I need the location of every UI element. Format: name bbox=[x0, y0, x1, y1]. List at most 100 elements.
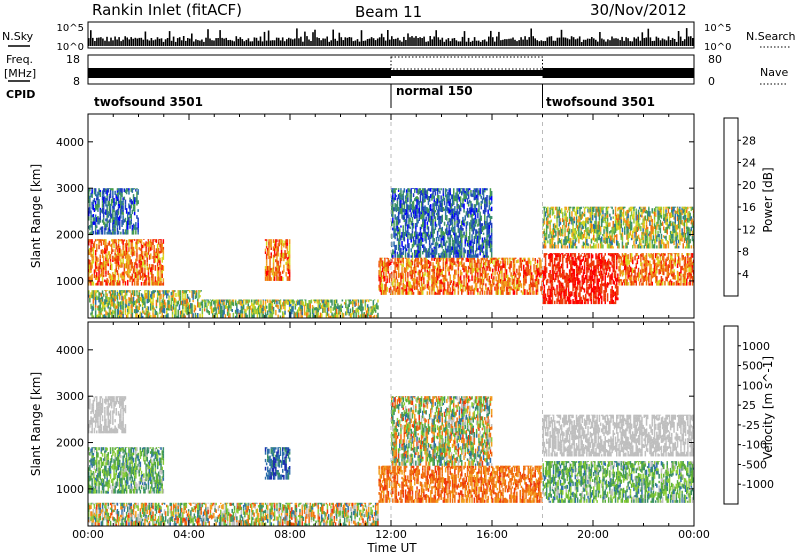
scatter-cell bbox=[89, 269, 91, 274]
cpid-segment-label: normal 150 bbox=[396, 84, 473, 98]
scatter-cell bbox=[183, 290, 185, 294]
scatter-cell bbox=[440, 218, 442, 222]
scatter-cell bbox=[97, 191, 99, 197]
scatter-cell bbox=[276, 255, 278, 260]
scatter-cell bbox=[488, 246, 491, 249]
scatter-cell bbox=[92, 315, 95, 318]
scatter-cell bbox=[234, 309, 237, 314]
scatter-cell bbox=[580, 254, 582, 257]
scatter-cell bbox=[145, 312, 147, 316]
scatter-cell bbox=[449, 291, 451, 295]
scatter-cell bbox=[253, 301, 255, 305]
scatter-cell bbox=[117, 210, 120, 215]
scatter-cell bbox=[490, 228, 493, 233]
scatter-cell bbox=[400, 208, 402, 214]
scatter-cell bbox=[96, 261, 98, 267]
scatter-cell bbox=[264, 300, 267, 304]
scatter-cell bbox=[288, 306, 291, 311]
nsky-bar bbox=[504, 39, 506, 46]
scatter-cell bbox=[423, 195, 425, 199]
scatter-cell bbox=[393, 229, 395, 233]
scatter-cell bbox=[472, 210, 474, 214]
scatter-cell bbox=[428, 239, 431, 243]
scatter-cell bbox=[285, 271, 287, 277]
scatter-cell bbox=[408, 214, 410, 217]
scatter-cell bbox=[412, 266, 415, 270]
scatter-cell bbox=[478, 218, 480, 223]
scatter-cell bbox=[148, 312, 151, 316]
scatter-cell bbox=[130, 259, 132, 265]
scatter-cell bbox=[461, 247, 463, 251]
scatter-cell bbox=[427, 196, 430, 199]
scatter-cell bbox=[515, 286, 517, 290]
nsky-bar bbox=[350, 37, 353, 46]
scatter-cell bbox=[439, 234, 441, 238]
scatter-cell bbox=[550, 291, 552, 298]
scatter-cell bbox=[121, 209, 123, 215]
scatter-cell bbox=[261, 313, 263, 318]
scatter-cell bbox=[605, 267, 608, 272]
scatter-cell bbox=[158, 276, 160, 282]
scatter-cell bbox=[478, 245, 480, 250]
scatter-cell bbox=[547, 278, 549, 284]
scatter-cell bbox=[301, 311, 303, 316]
scatter-cell bbox=[193, 309, 196, 313]
scatter-cell bbox=[132, 266, 135, 269]
scatter-cell bbox=[435, 257, 438, 259]
scatter-cell bbox=[105, 223, 107, 227]
scatter-cell bbox=[596, 274, 598, 279]
scatter-cell bbox=[614, 300, 617, 305]
scatter-cell bbox=[425, 190, 427, 194]
scatter-cell bbox=[625, 272, 627, 276]
scatter-cell bbox=[112, 213, 114, 219]
scatter-cell bbox=[597, 259, 600, 264]
nsky-bar bbox=[267, 30, 270, 46]
scatter-cell bbox=[420, 214, 423, 220]
scatter-cell bbox=[124, 271, 127, 274]
scatter-cell bbox=[381, 275, 384, 279]
scatter-cell bbox=[624, 258, 626, 264]
scatter-cell bbox=[397, 282, 400, 285]
scatter-cell bbox=[440, 227, 442, 234]
scatter-cell bbox=[112, 198, 114, 203]
scatter-cell bbox=[588, 275, 590, 278]
scatter-cell bbox=[465, 286, 468, 290]
scatter-cell bbox=[117, 292, 120, 297]
scatter-cell bbox=[622, 262, 625, 266]
scatter-cell bbox=[107, 279, 109, 284]
scatter-cell bbox=[593, 266, 595, 270]
scatter-cell bbox=[122, 215, 124, 221]
scatter-cell bbox=[474, 252, 477, 258]
scatter-cell bbox=[288, 262, 291, 265]
scatter-cell bbox=[410, 233, 412, 237]
scatter-cell bbox=[171, 297, 174, 301]
scatter-cell bbox=[293, 311, 295, 316]
scatter-cell bbox=[534, 279, 536, 283]
scatter-cell bbox=[377, 305, 379, 310]
scatter-cell bbox=[453, 278, 455, 281]
scatter-cell bbox=[391, 275, 393, 282]
scatter-cell bbox=[324, 299, 326, 304]
scatter-cell bbox=[391, 292, 393, 295]
scatter-cell bbox=[428, 245, 431, 251]
scatter-cell bbox=[482, 265, 485, 269]
scatter-cell bbox=[463, 209, 465, 213]
scatter-cell bbox=[265, 265, 268, 271]
scatter-cell bbox=[575, 295, 578, 300]
scatter-cell bbox=[373, 299, 376, 301]
scatter-cell bbox=[456, 235, 458, 240]
nsky-bar bbox=[675, 41, 678, 46]
scatter-cell bbox=[618, 261, 620, 264]
scatter-cell bbox=[609, 266, 611, 272]
scatter-cell bbox=[102, 274, 105, 278]
scatter-cell bbox=[594, 286, 596, 291]
scatter-cell bbox=[616, 285, 618, 290]
scatter-cell bbox=[184, 309, 186, 313]
scatter-cell bbox=[412, 269, 415, 275]
scatter-cell bbox=[133, 262, 136, 265]
scatter-cell bbox=[136, 313, 138, 318]
scatter-cell bbox=[394, 214, 396, 220]
scatter-cell bbox=[485, 197, 487, 202]
scatter-cell bbox=[175, 299, 177, 303]
scatter-cell bbox=[590, 261, 593, 266]
